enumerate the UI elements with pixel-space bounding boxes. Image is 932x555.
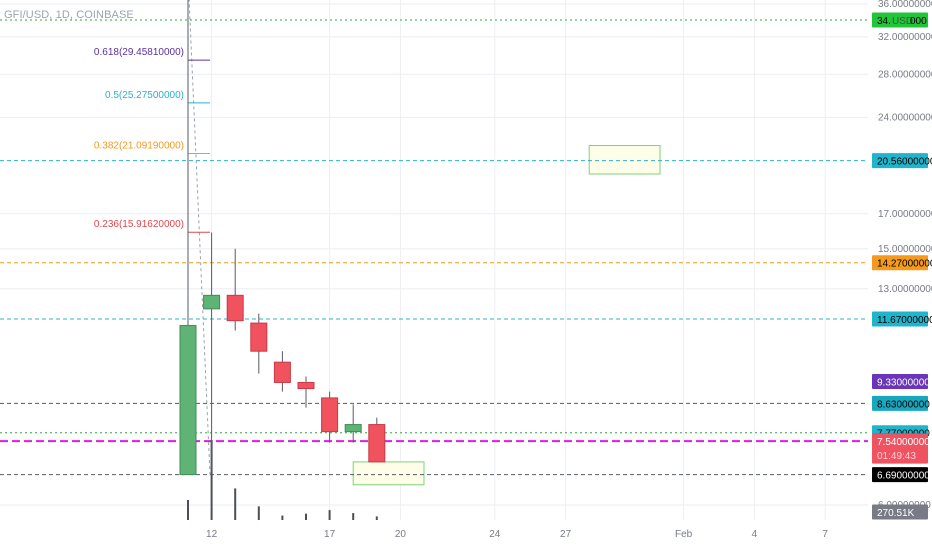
target-zone[interactable] (588, 145, 661, 175)
price-tag[interactable] (872, 311, 928, 327)
target-zone[interactable] (352, 461, 425, 486)
candle-body[interactable] (203, 294, 221, 310)
time-tick-label: 27 (560, 529, 572, 540)
volume-bar (257, 506, 260, 520)
candle-body[interactable] (344, 424, 362, 433)
symbol-title: GFI/USD, 1D, COINBASE (4, 9, 134, 21)
volume-bar (234, 488, 237, 520)
price-tick-label: 17.00000000 (878, 209, 932, 220)
price-tag-text: 270.51K (877, 508, 915, 519)
candle-body[interactable] (250, 322, 268, 352)
volume-bar (375, 516, 378, 520)
price-tag[interactable] (872, 395, 928, 411)
volume-bar (281, 515, 284, 520)
countdown-text: 01:49:43 (877, 451, 916, 462)
price-tag[interactable] (872, 153, 928, 169)
price-tick-label: 24.00000000 (878, 112, 932, 123)
time-tick-label: 24 (489, 529, 501, 540)
volume-bar (328, 510, 331, 520)
candle-body[interactable] (273, 361, 291, 383)
price-tag-text: 14.27000000 (877, 259, 932, 270)
price-tick-label: 13.00000000 (878, 284, 932, 295)
price-tag[interactable] (872, 374, 928, 390)
fib-level-label: 0.618(29.45810000) (94, 47, 184, 58)
time-tick-label: 4 (752, 529, 758, 540)
price-tag-text: 9.33000000 (877, 378, 930, 389)
time-tick-label: 20 (395, 529, 407, 540)
price-tag-currency: USD (892, 16, 913, 27)
candle-body[interactable] (226, 294, 244, 322)
time-tick-label: Feb (675, 529, 693, 540)
volume-bar (305, 513, 307, 520)
price-tag-text-tail: 000 (910, 16, 927, 27)
candle-body[interactable] (297, 381, 315, 390)
candle-body[interactable] (179, 325, 197, 476)
time-tick-label: 17 (324, 529, 336, 540)
price-tag-text: 11.67000000 (877, 315, 932, 326)
price-tag[interactable] (872, 467, 928, 483)
price-tag-text: 34. (877, 16, 891, 27)
price-tag[interactable] (872, 433, 928, 464)
fib-level-label: 0.5(25.27500000) (105, 90, 184, 101)
price-tag-text: 6.69000000 (877, 471, 930, 482)
volume-bar (210, 440, 213, 520)
volume-bar (187, 500, 189, 520)
fib-level-label: 0.382(21.09190000) (94, 140, 184, 151)
price-tick-label: 15.00000000 (878, 244, 932, 255)
time-tick-label: 7 (822, 529, 828, 540)
price-tick-label: 28.00000000 (878, 69, 932, 80)
price-tag-text: 7.54000000 (877, 437, 930, 448)
price-tag[interactable] (872, 255, 928, 271)
candle-body[interactable] (368, 424, 386, 463)
price-tag-text: 20.56000000 (877, 157, 932, 168)
volume-bar (352, 513, 355, 520)
price-tag[interactable] (872, 12, 928, 28)
price-tick-label: 32.00000000 (878, 32, 932, 43)
fib-level-label: 0.236(15.91620000) (94, 219, 184, 230)
price-tag-text: 8.63000000 (877, 399, 930, 410)
candle-body[interactable] (321, 397, 339, 433)
price-tag[interactable] (872, 504, 928, 520)
price-tick-label: 36.00000000 (878, 0, 932, 10)
time-tick-label: 12 (206, 529, 218, 540)
